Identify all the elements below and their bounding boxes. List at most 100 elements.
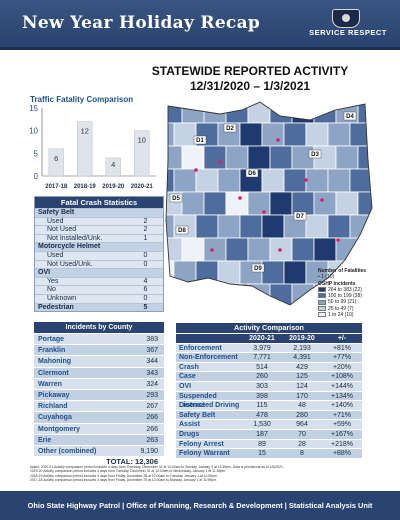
county-incidents: 266 (146, 425, 158, 433)
county-shape (305, 214, 329, 239)
fatality-dot (278, 248, 282, 252)
traffic-fatality-chart-title: Traffic Fatality Comparison (30, 95, 134, 104)
county-shape (283, 122, 307, 147)
county-shape (283, 260, 307, 285)
district-label: D8 (178, 228, 186, 234)
badge-emblem-icon (332, 9, 360, 28)
x-tick-label: 2020-21 (131, 184, 154, 190)
legend-bin: 100 to 199 (38) (318, 293, 366, 299)
county-incidents: 267 (146, 403, 158, 411)
county-row: Montgomery 266 (34, 422, 164, 434)
fatal-stat-value: 6 (143, 286, 148, 294)
fatal-stat-label: Used (47, 217, 64, 225)
activity-row: Crash 514 429 +20% (176, 361, 362, 372)
fatality-dot (304, 178, 308, 182)
activity-label: Safety Belt (179, 411, 216, 419)
activity-change: +81% (332, 344, 352, 352)
fatal-stat-value: 5 (143, 303, 148, 311)
fatal-crash-statistics-title: Fatal Crash Statistics (35, 197, 163, 208)
activity-2020-21: 3,979 (253, 344, 271, 352)
county-incidents: 367 (146, 347, 158, 355)
fatal-stat-label: Used (47, 251, 64, 259)
bar (48, 148, 64, 177)
x-tick-label: 2019-20 (102, 184, 125, 190)
county-shape (327, 168, 351, 193)
fatality-dot (194, 168, 198, 172)
fatal-stat-label: Motorcycle Helmet (38, 243, 101, 251)
fatal-stat-value: 4 (143, 277, 148, 285)
activity-change: +140% (331, 402, 353, 410)
county-shape (327, 122, 351, 147)
fatal-stat-value: 0 (143, 251, 148, 259)
report-title-line1: STATEWIDE REPORTED ACTIVITY (151, 64, 349, 78)
county-name: Franklin (38, 347, 66, 355)
county-shape (217, 260, 241, 285)
county-shape (225, 283, 249, 305)
fatal-stat-value: 2 (143, 226, 148, 234)
column-2020-21: 2020-21 (249, 335, 275, 342)
activity-label: Crash (179, 363, 199, 371)
district-label-box (343, 111, 357, 121)
fatal-stat-label: OVI (38, 269, 51, 277)
fatal-stat-label: Safety Belt (38, 209, 75, 216)
activity-2020-21: 398 (256, 392, 268, 400)
legend-bin-label: 1 to 24 (10) (328, 312, 354, 319)
county-shape (225, 237, 249, 262)
activity-label: Enforcement (179, 344, 222, 352)
activity-row: OVI 303 124 +144% (176, 380, 362, 391)
county-incidents: 344 (146, 358, 158, 366)
legend-fatalities-title: Number of Fatalities (318, 268, 367, 274)
district-label: D6 (248, 171, 256, 177)
district-label-box (223, 123, 237, 133)
legend-swatch (318, 299, 326, 305)
activity-2019-20: 8 (300, 450, 304, 458)
county-shape (217, 214, 241, 239)
county-shape (291, 237, 315, 262)
fatal-stat-row: Unknown 0 (35, 293, 163, 303)
activity-2020-21: 89 (258, 440, 266, 448)
report-title: STATEWIDE REPORTED ACTIVITY 12/31/2020 –… (100, 64, 400, 94)
activity-2020-21: 187 (256, 430, 268, 438)
activity-label: Distracted Driving (179, 402, 240, 410)
activity-change: +167% (331, 430, 353, 438)
county-shape (181, 145, 205, 170)
activity-comparison-title: Activity Comparison (176, 323, 362, 333)
district-label: D1 (196, 138, 204, 144)
county-shape (349, 122, 372, 147)
fatal-stat-row: Used 2 (35, 216, 163, 226)
fatal-stat-value: 0 (143, 260, 148, 268)
legend-swatch (318, 305, 326, 311)
activity-2019-20: 48 (298, 402, 306, 410)
activity-change: +20% (332, 363, 352, 371)
fatal-stat-label: Not Used/Unk. (47, 260, 93, 268)
fatal-stat-value: 0 (143, 294, 148, 302)
activity-2019-20: 170 (296, 392, 308, 400)
county-shape (247, 102, 271, 124)
report-date-range: 12/31/2020 – 1/3/2021 (189, 79, 311, 93)
activity-comparison-table: Activity Comparison 2020-21 2019-20 +/- … (176, 323, 362, 458)
district-label-box (175, 225, 189, 235)
activity-2019-20: 70 (298, 430, 306, 438)
county-shape (239, 122, 263, 147)
county-row: Franklin 367 (34, 344, 164, 356)
activity-label: Drugs (179, 430, 200, 438)
activity-label: Felony Arrest (179, 440, 224, 448)
district-label: D2 (226, 126, 234, 132)
map-legend: Number of Fatalities • 1 (10) OSHP Incid… (318, 268, 366, 318)
county-shape (173, 168, 197, 193)
fatality-dot (336, 238, 340, 242)
county-shape (269, 145, 293, 170)
county-name: Montgomery (38, 425, 80, 433)
traffic-fatality-chart: 0 5 10 15 6 2017-18 12 2018-19 4 2019-20 10 2020-21 (29, 104, 156, 190)
county-name: Pickaway (38, 391, 70, 399)
county-row: Clermont 343 (34, 366, 164, 378)
county-name: Clermont (38, 369, 69, 377)
fatal-stat-row: Not Used/Unk. 0 (35, 259, 163, 269)
activity-change: +88% (332, 450, 352, 458)
county-shape (181, 102, 205, 124)
county-shape (195, 168, 219, 193)
county-name: Warren (38, 380, 62, 388)
activity-label: Felony Warrant (179, 450, 230, 458)
county-incidents: 9,190 (140, 447, 158, 455)
fatal-stat-value: 1 (143, 234, 148, 242)
